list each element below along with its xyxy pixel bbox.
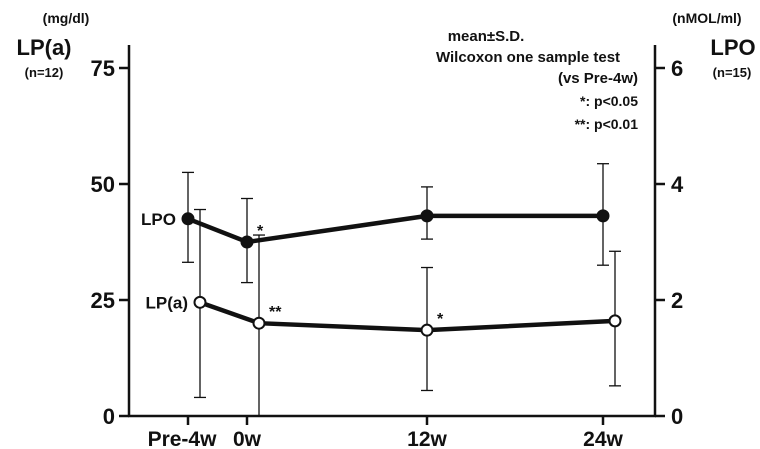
series-label: LP(a) [146, 293, 189, 312]
legend-line-2: Wilcoxon one sample test [436, 49, 620, 66]
series-line [199, 300, 616, 333]
left-tick-label: 50 [91, 172, 115, 197]
left-axis-unit: (mg/dl) [43, 10, 90, 26]
significance-marker: ** [269, 304, 282, 321]
left-tick-label: 75 [91, 56, 115, 81]
series-layer: *LPO** *LP(a) [141, 163, 622, 417]
right-tick-label: 2 [671, 288, 683, 313]
legend-line-3: (vs Pre-4w) [558, 70, 638, 87]
left-tick-label: 25 [91, 288, 115, 313]
data-point [252, 316, 266, 330]
x-axis-ticks: Pre-4w 0w 12w 24w [148, 416, 624, 449]
right-axis-title: LPO [710, 35, 755, 60]
x-tick-label: 0w [233, 428, 262, 449]
series-line [187, 213, 603, 245]
data-point [420, 209, 434, 223]
data-point [193, 295, 207, 309]
x-tick-label: Pre-4w [148, 428, 218, 449]
significance-marker: * [257, 223, 264, 240]
x-tick-label: 24w [583, 428, 623, 449]
left-axis-ticks: 0 25 50 75 [91, 56, 129, 429]
data-point [596, 209, 610, 223]
data-point [608, 314, 622, 328]
left-tick-label: 0 [103, 404, 115, 429]
right-axis-unit: (nMOL/ml) [672, 10, 741, 26]
significance-marker: * [437, 311, 444, 328]
right-tick-label: 6 [671, 56, 683, 81]
x-tick-label: 12w [407, 428, 447, 449]
data-point [181, 212, 195, 226]
legend-line-5: **: p<0.01 [575, 116, 639, 132]
series-lpa: ** *LP(a) [146, 208, 622, 417]
data-point [420, 323, 434, 337]
left-axis-title: LP(a) [17, 35, 72, 60]
right-tick-label: 0 [671, 404, 683, 429]
left-axis-n: (n=12) [25, 65, 64, 80]
series-lpo: * LPO [141, 163, 610, 284]
right-tick-label: 4 [671, 172, 684, 197]
data-point [240, 235, 254, 249]
right-axis-n: (n=15) [713, 65, 752, 80]
legend-line-4: *: p<0.05 [580, 93, 638, 109]
legend-line-1: mean±S.D. [448, 28, 525, 45]
right-axis-ticks: 0 2 4 6 [655, 56, 684, 429]
series-label: LPO [141, 210, 176, 229]
